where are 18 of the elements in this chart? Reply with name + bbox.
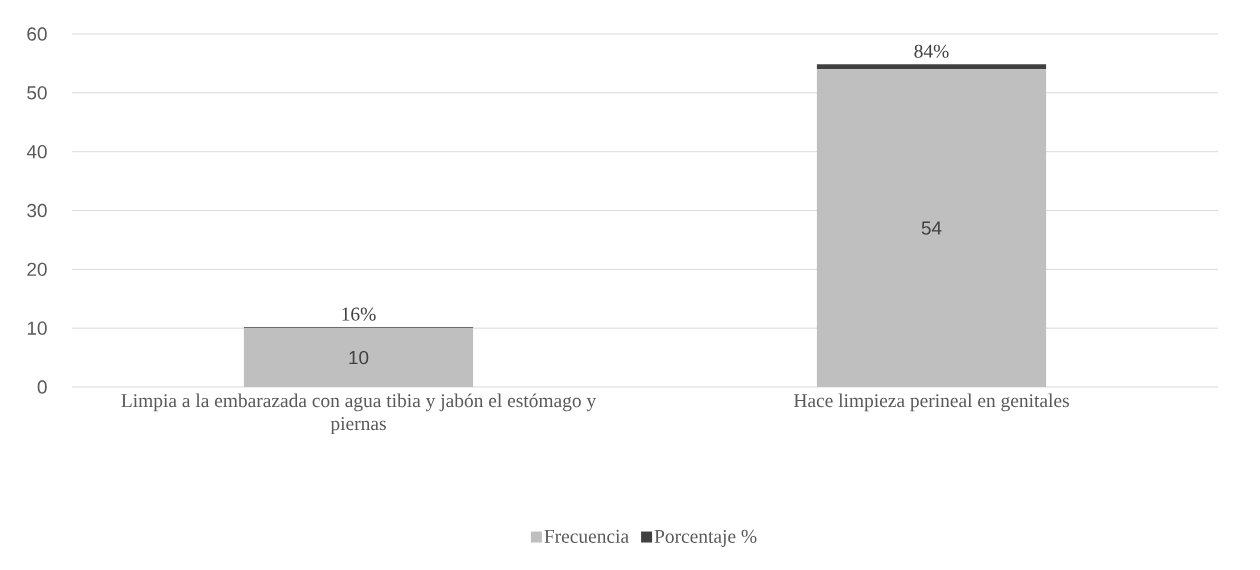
- data-label: 54: [921, 221, 942, 235]
- x-tick-label: Limpia a la embarazada con agua tibia y jabón el estómago y piernas: [121, 393, 597, 435]
- bar: [243, 328, 474, 387]
- bar: [816, 64, 1047, 70]
- y-tick-label: 20: [27, 262, 47, 277]
- bar: [816, 69, 1047, 387]
- y-tick-label: 40: [26, 144, 47, 159]
- y-tick-label: 30: [27, 203, 47, 218]
- legend-label: Frecuencia: [544, 529, 629, 543]
- legend-label: Porcentaje %: [654, 529, 757, 547]
- x-tick-label: Hace limpieza perineal en genitales: [793, 393, 1069, 412]
- data-label: 84%: [914, 44, 949, 58]
- y-tick-label: 60: [27, 27, 47, 41]
- y-tick-label: 0: [37, 380, 47, 394]
- data-label: 16%: [342, 307, 376, 321]
- y-tick-label: 50: [27, 86, 47, 100]
- y-tick-label: 10: [27, 321, 47, 335]
- data-label: 10: [349, 350, 369, 365]
